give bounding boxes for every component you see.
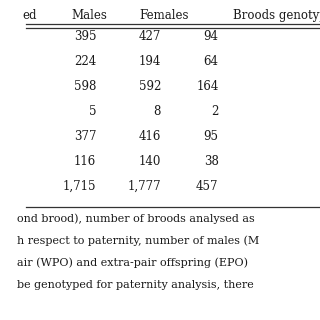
Text: 377: 377	[74, 130, 96, 143]
Text: ed: ed	[23, 9, 37, 22]
Text: be genotyped for paternity analysis, there: be genotyped for paternity analysis, the…	[17, 280, 254, 290]
Text: 598: 598	[74, 80, 96, 93]
Text: h respect to paternity, number of males (M: h respect to paternity, number of males …	[17, 236, 259, 246]
Text: air (WPO) and extra-pair offspring (EPO): air (WPO) and extra-pair offspring (EPO)	[17, 258, 248, 268]
Text: 95: 95	[204, 130, 219, 143]
Text: Broods genotyp: Broods genotyp	[233, 9, 320, 22]
Text: 457: 457	[196, 180, 219, 193]
Text: 395: 395	[74, 30, 96, 43]
Text: 5: 5	[89, 105, 96, 118]
Text: 194: 194	[139, 55, 161, 68]
Text: 64: 64	[204, 55, 219, 68]
Text: 140: 140	[139, 155, 161, 168]
Text: 1,715: 1,715	[63, 180, 96, 193]
Text: 94: 94	[204, 30, 219, 43]
Text: 164: 164	[196, 80, 219, 93]
Text: Females: Females	[139, 9, 188, 22]
Text: Males: Males	[71, 9, 107, 22]
Text: 116: 116	[74, 155, 96, 168]
Text: 8: 8	[154, 105, 161, 118]
Text: 2: 2	[211, 105, 219, 118]
Text: ond brood), number of broods analysed as: ond brood), number of broods analysed as	[17, 214, 255, 224]
Text: 1,777: 1,777	[127, 180, 161, 193]
Text: 427: 427	[139, 30, 161, 43]
Text: 416: 416	[139, 130, 161, 143]
Text: 38: 38	[204, 155, 219, 168]
Text: 224: 224	[74, 55, 96, 68]
Text: 592: 592	[139, 80, 161, 93]
